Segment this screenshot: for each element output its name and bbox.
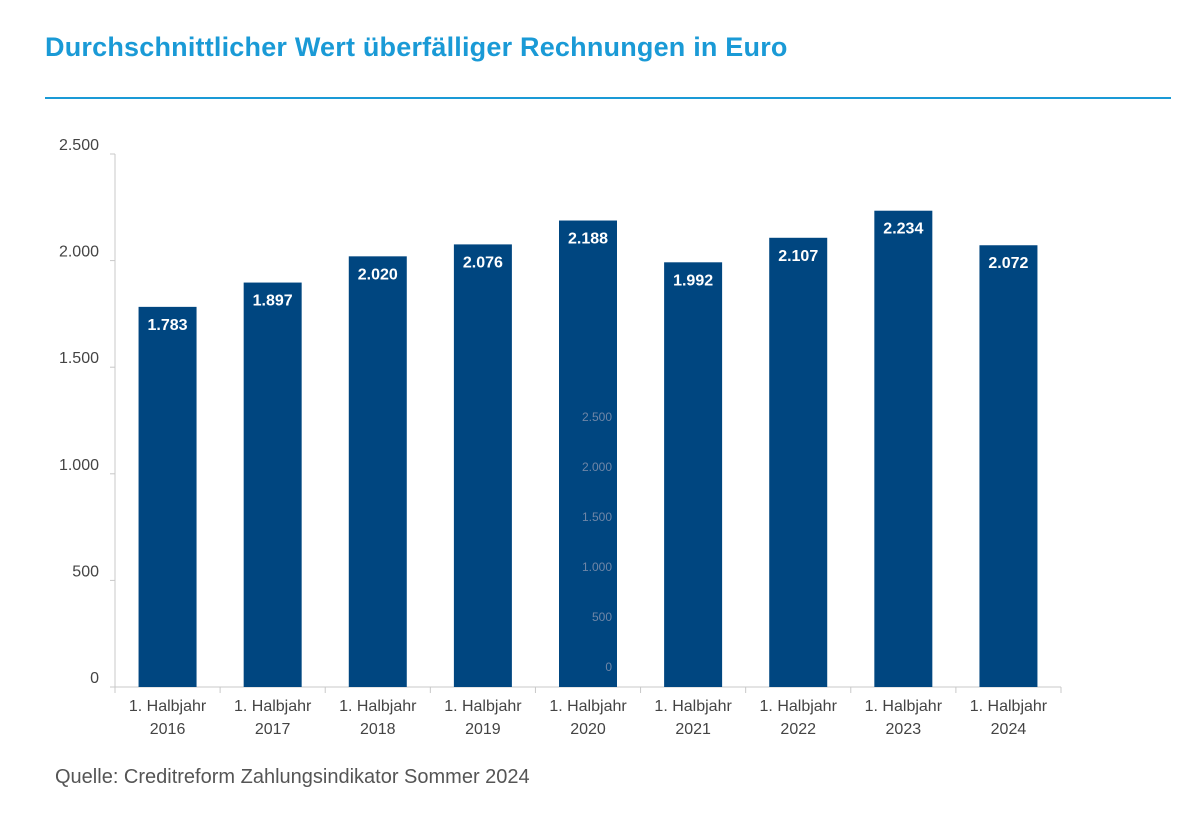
x-tick-label: 2022 [780, 721, 816, 738]
y-tick-label: 1.500 [59, 350, 99, 367]
x-tick-label: 2017 [255, 721, 291, 738]
bar [138, 306, 197, 687]
ghost-axis-label: 0 [605, 660, 612, 674]
bar-value-label: 1.897 [253, 293, 293, 310]
y-tick-label: 2.000 [59, 244, 99, 261]
bar-value-label: 2.234 [883, 221, 923, 238]
x-tick-label: 2020 [570, 721, 606, 738]
ghost-axis-label: 2.000 [582, 460, 612, 474]
x-tick-label: 2016 [150, 721, 186, 738]
bar-value-label: 2.107 [778, 248, 818, 265]
x-tick-label: 1. Halbjahr [970, 698, 1048, 715]
x-tick-label: 1. Halbjahr [234, 698, 312, 715]
bar [348, 256, 407, 687]
x-tick-label: 1. Halbjahr [339, 698, 417, 715]
title-divider [45, 97, 1171, 99]
bar-value-label: 1.992 [673, 272, 713, 289]
x-tick-label: 1. Halbjahr [129, 698, 207, 715]
ghost-axis-label: 500 [592, 610, 612, 624]
bar [559, 220, 617, 687]
x-tick-label: 1. Halbjahr [760, 698, 838, 715]
ghost-axis-label: 2.500 [582, 410, 612, 424]
bar [979, 245, 1038, 687]
x-tick-label: 2019 [465, 721, 501, 738]
x-tick-label: 1. Halbjahr [444, 698, 522, 715]
x-tick-label: 1. Halbjahr [865, 698, 943, 715]
ghost-axis-label: 1.500 [582, 510, 612, 524]
bar [243, 282, 302, 687]
ghost-axis-label: 1.000 [582, 560, 612, 574]
x-tick-label: 2023 [886, 721, 922, 738]
x-tick-label: 2018 [360, 721, 396, 738]
bar [453, 244, 512, 688]
y-tick-label: 2.500 [59, 137, 99, 154]
y-tick-label: 500 [72, 563, 99, 580]
x-tick-label: 1. Halbjahr [654, 698, 732, 715]
x-tick-label: 2024 [991, 721, 1027, 738]
bar [874, 210, 933, 688]
bar-value-label: 2.020 [358, 266, 398, 283]
x-tick-label: 1. Halbjahr [549, 698, 627, 715]
bar [769, 237, 828, 687]
bar-value-label: 2.076 [463, 254, 503, 271]
source-note: Quelle: Creditreform Zahlungsindikator S… [55, 766, 530, 788]
bar-value-label: 2.188 [568, 231, 608, 248]
bar-value-label: 2.072 [988, 255, 1028, 272]
chart-title: Durchschnittlicher Wert überfälliger Rec… [45, 32, 788, 62]
bar-value-label: 1.783 [148, 317, 188, 334]
x-tick-label: 2021 [675, 721, 711, 738]
bar [664, 262, 723, 687]
y-tick-label: 1.000 [59, 457, 99, 474]
y-tick-label: 0 [90, 670, 99, 687]
